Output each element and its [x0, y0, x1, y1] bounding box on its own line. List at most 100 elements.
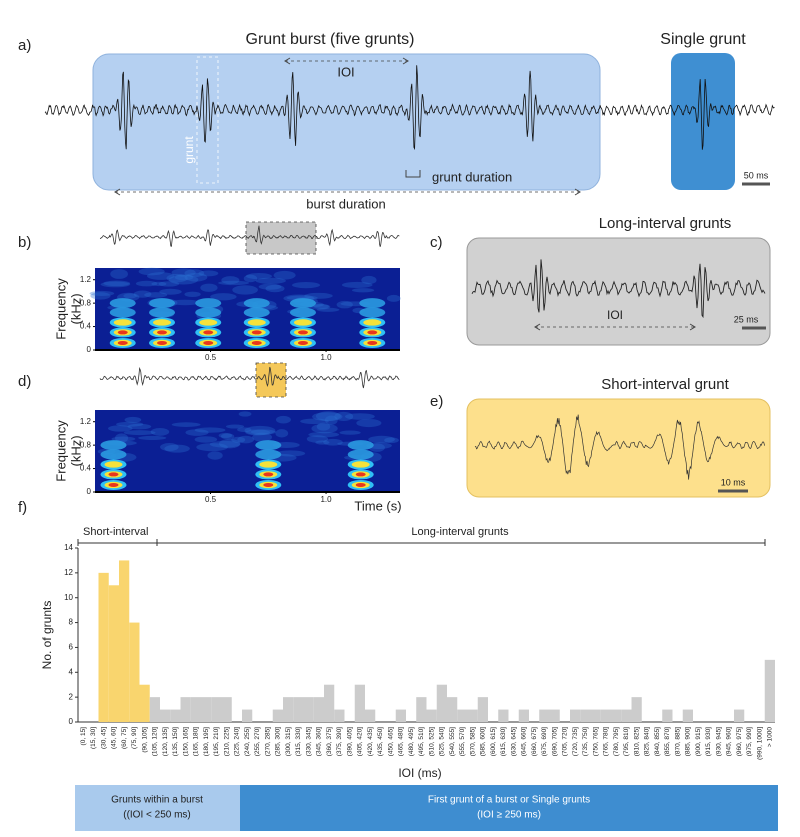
spectrogram-noise	[172, 422, 201, 427]
panel-label: f)	[18, 499, 27, 516]
spectrogram-band	[359, 298, 385, 308]
x-tick-label: (195, 210]	[213, 727, 220, 756]
spectrogram-band	[157, 341, 167, 345]
spectrogram-band	[244, 308, 270, 318]
bar	[734, 710, 744, 722]
spectrogram-band	[290, 298, 316, 308]
x-tick-label: (765, 780]	[603, 727, 610, 756]
spectrogram-band	[108, 472, 118, 476]
bar	[550, 710, 560, 722]
bar	[170, 710, 180, 722]
x-tick-label: (225, 240]	[234, 727, 241, 756]
x-tick-label: (525, 540]	[439, 727, 446, 756]
x-tick-label: (840, 855]	[654, 727, 661, 756]
x-tick-label: (450, 465]	[387, 727, 394, 756]
spectrogram-band	[100, 440, 126, 450]
y-tick-label: 1.2	[80, 275, 92, 284]
x-tick-label: (420, 435]	[367, 727, 374, 756]
bar	[109, 585, 119, 722]
range-label: Long-interval grunts	[411, 526, 509, 538]
spectrogram-band	[244, 298, 270, 308]
bar	[324, 685, 334, 722]
bar	[150, 697, 160, 722]
spectrogram-noise	[316, 411, 341, 421]
bar	[211, 697, 221, 722]
spectrogram-noise	[387, 295, 401, 302]
x-tick-label: (30, 45]	[100, 727, 107, 749]
footer-text: First grunt of a burst or Single grunts	[428, 795, 590, 806]
x-tick-label: (645, 660]	[521, 727, 528, 756]
y-tick-label: 2	[69, 692, 74, 701]
bar	[632, 697, 642, 722]
spectrogram-noise	[232, 285, 258, 294]
x-tick-label: (975, 990]	[746, 727, 753, 756]
x-tick-label: (900, 915]	[695, 727, 702, 756]
spectrogram-noise	[352, 288, 374, 292]
spectrogram-band	[195, 308, 221, 318]
spectrogram-band	[199, 319, 217, 325]
spectrogram-noise	[345, 413, 375, 420]
x-tick-label: 1.0	[320, 353, 332, 362]
spectrogram-band	[263, 472, 273, 476]
spectrogram-noise	[368, 436, 395, 443]
spectrogram-band	[114, 319, 132, 325]
spectrogram-band	[263, 483, 273, 487]
spectrogram-noise	[226, 424, 244, 428]
x-tick-label: (825, 840]	[644, 727, 651, 756]
x-tick-label: (555, 570]	[459, 727, 466, 756]
bar	[621, 710, 631, 722]
y-tick-label: 10	[64, 593, 73, 602]
footer-box	[240, 785, 778, 831]
x-tick-label: (120, 135]	[162, 727, 169, 756]
x-tick-label: (915, 930]	[705, 727, 712, 756]
axis-label: Time (s)	[354, 498, 401, 513]
y-axis-label: (kHz)	[68, 293, 83, 324]
y-tick-label: 0	[87, 487, 92, 496]
spectrogram-band	[153, 319, 171, 325]
spectrogram-band	[348, 440, 374, 450]
x-tick-label: (15, 30]	[90, 727, 97, 749]
spectrogram-noise	[339, 430, 360, 434]
x-tick-label: (750, 765]	[592, 727, 599, 756]
x-tick-label: (570, 585]	[469, 727, 476, 756]
x-tick-label: (240, 255]	[244, 727, 251, 756]
bar	[570, 710, 580, 722]
footer-text: (IOI ≥ 250 ms)	[477, 810, 541, 821]
spectrogram-band	[367, 330, 377, 334]
x-tick-label: (720, 735]	[572, 727, 579, 756]
x-tick-label: > 1000	[767, 727, 774, 747]
panel-title: Grunt burst (five grunts)	[246, 31, 415, 48]
bar	[129, 623, 139, 722]
y-axis-label: Frequency	[53, 420, 68, 482]
bar	[662, 710, 672, 722]
x-tick-label: (615, 630]	[500, 727, 507, 756]
spectrogram-noise	[317, 423, 331, 431]
x-tick-label: (360, 375]	[326, 727, 333, 756]
spectrogram-band	[367, 341, 377, 345]
spectrogram-band	[356, 483, 366, 487]
x-tick-label: (465, 480]	[398, 727, 405, 756]
x-tick-label: (990, 1000]	[756, 727, 763, 760]
y-tick-label: 1.2	[80, 417, 92, 426]
bar	[416, 697, 426, 722]
y-axis-label: (kHz)	[68, 435, 83, 466]
x-tick-label: (180, 195]	[203, 727, 210, 756]
y-axis-label: Frequency	[53, 278, 68, 340]
duration-label: grunt duration	[432, 169, 512, 184]
spectrogram-noise	[275, 429, 288, 437]
x-tick-label: (600, 615]	[490, 727, 497, 756]
bar	[355, 685, 365, 722]
range-label: Short-interval	[83, 526, 148, 538]
spectrogram-noise	[184, 269, 204, 277]
x-tick-label: (150, 165]	[182, 727, 189, 756]
spectrogram-band	[255, 450, 281, 460]
spectrogram-noise	[164, 445, 190, 453]
x-tick-label: (315, 330]	[295, 727, 302, 756]
panel-title: Single grunt	[660, 31, 746, 48]
spectrogram-noise	[239, 411, 252, 416]
spectrogram-band	[356, 472, 366, 476]
x-tick-label: (705, 720]	[562, 727, 569, 756]
x-tick-label: (270, 285]	[264, 727, 271, 756]
spectrogram-band	[100, 450, 126, 460]
bar	[160, 710, 170, 722]
